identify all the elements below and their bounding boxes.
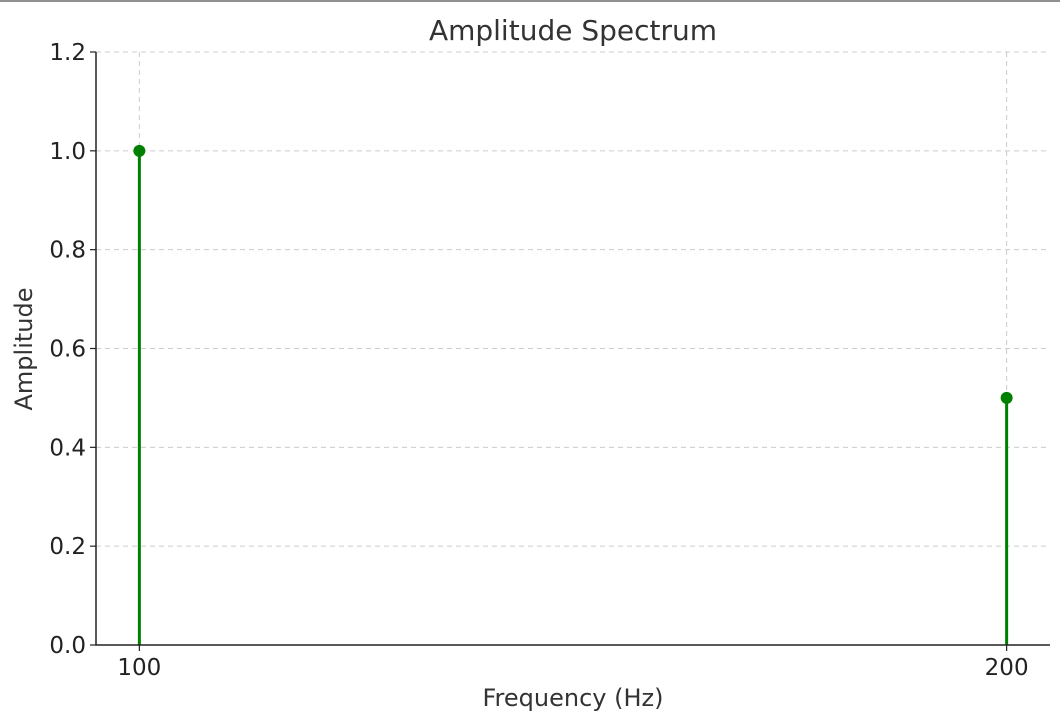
y-tick-label: 1.2: [49, 40, 86, 66]
y-tick-label: 0.0: [49, 633, 86, 659]
y-tick-label: 0.4: [49, 435, 86, 461]
x-axis-ticks: 100 200: [117, 645, 1029, 681]
y-axis-label: Amplitude: [10, 288, 38, 411]
y-axis-ticks: 0.0 0.2 0.4 0.6 0.8 1.0 1.2: [49, 40, 96, 659]
grid: [96, 51, 1050, 645]
chart-title: Amplitude Spectrum: [429, 14, 717, 47]
x-axis-label: Frequency (Hz): [483, 684, 664, 712]
y-tick-label: 0.8: [49, 238, 86, 264]
y-tick-label: 0.6: [49, 337, 86, 363]
stem-marker: [1000, 391, 1013, 404]
y-tick-label: 0.2: [49, 534, 86, 560]
x-tick-label: 200: [985, 655, 1029, 681]
stem-marker: [133, 144, 146, 157]
y-tick-label: 1.0: [49, 139, 86, 165]
stems: [133, 144, 1013, 645]
x-tick-label: 100: [117, 655, 161, 681]
